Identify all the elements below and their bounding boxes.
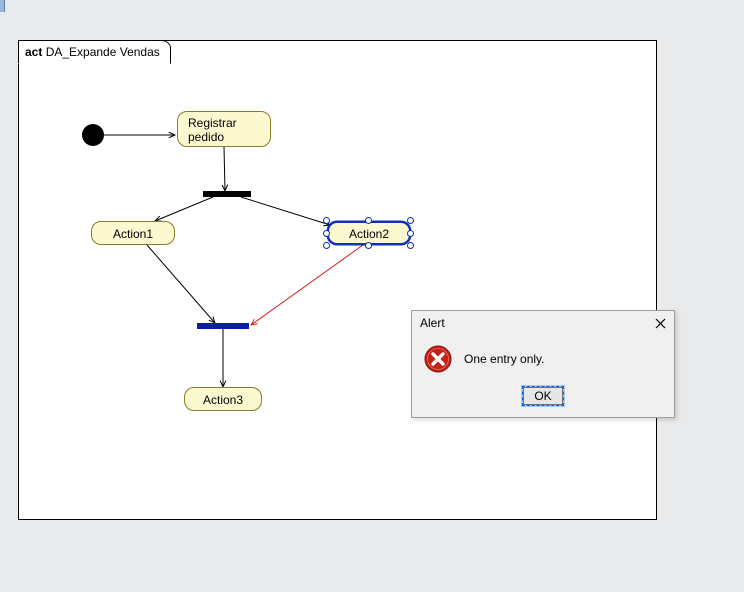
join-bar[interactable] <box>197 323 249 329</box>
selection-handle[interactable] <box>323 217 330 224</box>
selection-handle[interactable] <box>323 230 330 237</box>
initial-node[interactable] <box>82 124 104 146</box>
selection-handle[interactable] <box>323 242 330 249</box>
alert-message: One entry only. <box>464 352 544 366</box>
action-registrar[interactable]: Registrar pedido <box>177 111 271 147</box>
action-action2-wrapper[interactable]: Action2 <box>327 221 411 245</box>
alert-titlebar[interactable]: Alert <box>412 311 674 335</box>
edge-action1-join[interactable] <box>147 245 215 323</box>
selection-handle[interactable] <box>407 217 414 224</box>
frame-tab: act DA_Expande Vendas <box>18 40 171 64</box>
selection-handle[interactable] <box>407 242 414 249</box>
close-icon[interactable] <box>652 315 668 331</box>
ok-button[interactable]: OK <box>523 387 563 405</box>
edge-layer <box>19 41 656 519</box>
edge-fork-action2[interactable] <box>241 197 330 225</box>
alert-body: One entry only. OK <box>412 335 674 417</box>
selection-handle[interactable] <box>407 230 414 237</box>
selection-handle[interactable] <box>365 217 372 224</box>
action-action3[interactable]: Action3 <box>184 387 262 411</box>
frame-title: DA_Expande Vendas <box>46 45 160 59</box>
error-icon <box>424 345 452 373</box>
edge-registrar-fork[interactable] <box>224 147 225 191</box>
action-action1[interactable]: Action1 <box>91 221 175 245</box>
window-edge <box>0 0 5 12</box>
fork-bar[interactable] <box>203 191 251 197</box>
edge-action2-join[interactable] <box>251 245 363 325</box>
edge-fork-action1[interactable] <box>155 197 213 221</box>
frame-prefix: act <box>25 45 42 59</box>
diagram-frame[interactable]: act DA_Expande Vendas Registrar pedido A… <box>18 40 657 520</box>
selection-handle[interactable] <box>365 242 372 249</box>
alert-title-text: Alert <box>420 316 445 330</box>
alert-dialog[interactable]: Alert One entry only. OK <box>411 310 675 418</box>
